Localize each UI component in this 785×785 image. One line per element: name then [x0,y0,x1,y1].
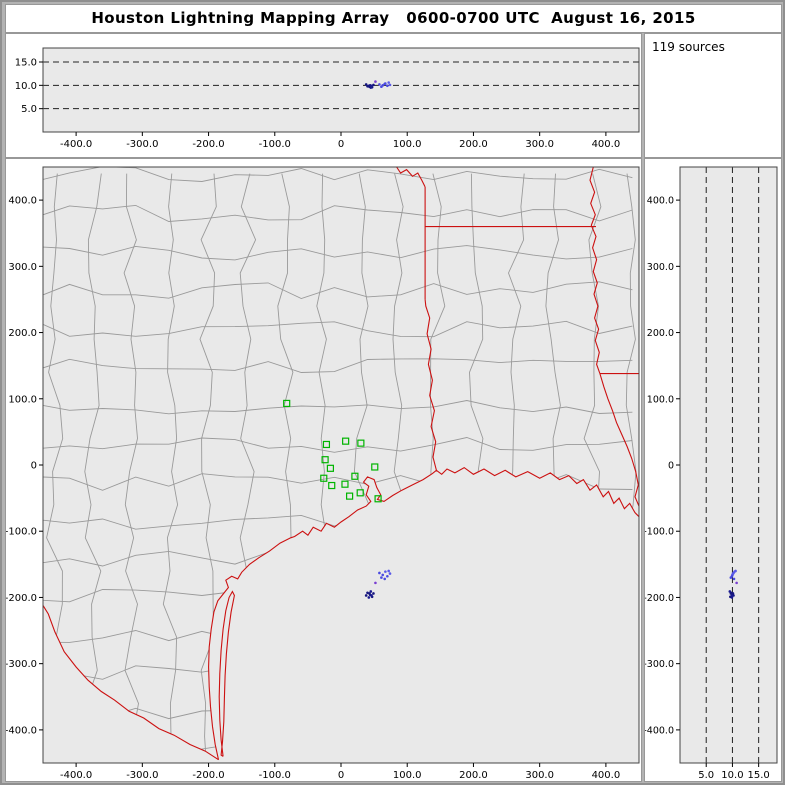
lma-station-marker [371,463,379,471]
lma-station-marker [357,439,365,447]
lma-station-marker [351,472,359,480]
plot-background [43,48,639,132]
x-tick-label: 200.0 [459,139,488,150]
lma-station-marker [320,474,328,482]
plan-view-map-plot: -400.0 -300.0 -200.0 -100.0 0 100.0 200.0 300.0… [6,166,640,781]
state-borders-layer [42,166,640,761]
lma-station-marker [374,495,382,503]
x-tick-label: 200.0 [459,770,488,781]
y-axis: 400.0 300.0 200.0 100.0 0 -100.0 -200.0 -300.0 -… [6,196,43,736]
y-tick-label: -300.0 [6,659,37,670]
y-axis: 15.0 10.0 5.0 [15,58,43,115]
y-tick-label: 200.0 [647,328,674,339]
y-tick-label: 0 [31,461,37,472]
x-tick-label: 100.0 [393,770,422,781]
x-tick-label: 0 [338,139,344,150]
y-tick-label: 400.0 [8,196,37,207]
sources-count-label: 119 sources [652,40,725,54]
x-tick-label: 300.0 [525,139,554,150]
x-tick-label: 400.0 [592,770,621,781]
lma-station-marker [321,456,329,464]
y-tick-label: 300.0 [8,262,37,273]
y-tick-label: -100.0 [645,527,674,538]
x-tick-label: -400.0 [60,139,92,150]
y-tick-label: -200.0 [6,593,37,604]
lma-station-marker [326,464,335,472]
x-tick-label: 100.0 [393,139,422,150]
y-tick-label: 10.0 [15,81,37,92]
y-tick-label: 200.0 [8,328,37,339]
x-axis: -400.0 -300.0 -200.0 -100.0 0 100.0 200.0 300.0… [60,763,620,781]
x-tick-label: -400.0 [60,770,92,781]
y-tick-label: 100.0 [8,394,37,405]
y-tick-label: 100.0 [647,394,674,405]
x-tick-label: -300.0 [126,139,158,150]
border-island [218,590,235,757]
border-miss_lower [599,373,640,507]
x-tick-label: 15.0 [748,770,770,781]
altitude-ew-plot: -400.0 -300.0 -200.0 -100.0 0 100.0 200.0 300.0… [15,47,640,150]
altitude-ew-panel: -400.0 -300.0 -200.0 -100.0 0 100.0 200.0 300.0… [5,33,642,158]
x-tick-label: 300.0 [525,770,554,781]
x-tick-label: -300.0 [126,770,158,781]
x-tick-label: -100.0 [259,770,291,781]
border-coast [208,466,640,760]
lma-station-marker [342,437,350,445]
y-tick-label: -400.0 [645,725,674,736]
sources-layer [364,569,392,599]
border-red_river [396,166,426,188]
border-mississippi [589,166,601,374]
stations-layer [283,399,382,503]
x-axis: 5.0 10.0 15.0 [698,763,770,781]
plot-background [680,167,777,763]
lma-station-marker [341,480,349,488]
x-tick-label: 5.0 [698,770,714,781]
border-sabine [424,299,437,471]
y-tick-label: -300.0 [645,659,674,670]
sources-layer [728,569,738,599]
lma-station-marker [283,399,291,408]
y-axis: 400.0 300.0 200.0 100.0 0 -100.0 -200.0 -300.0 -… [645,196,680,736]
y-tick-label: 5.0 [21,104,37,115]
y-tick-label: -400.0 [6,725,37,736]
y-tick-label: -200.0 [645,593,674,604]
y-tick-label: 15.0 [15,58,37,69]
altitude-ns-plot: 5.0 10.0 15.0 400.0 300.0 200.0 100.0 0 -100.0 -2… [645,166,778,781]
x-tick-label: 10.0 [721,770,743,781]
y-tick-label: 300.0 [647,262,674,273]
y-tick-label: -100.0 [6,527,37,538]
x-tick-label: -100.0 [259,139,291,150]
lma-station-marker [346,492,354,500]
border-rio_grande [42,605,219,761]
x-tick-label: -200.0 [192,139,224,150]
lma-station-marker [328,481,336,490]
lma-station-marker [356,489,364,497]
sources-layer [364,80,392,89]
altitude-ns-panel: 5.0 10.0 15.0 400.0 300.0 200.0 100.0 0 -100.0 -2… [644,158,782,782]
x-tick-label: -200.0 [192,770,224,781]
sources-count-panel: 119 sources [644,33,782,158]
page-title: Houston Lightning Mapping Array 0600-070… [5,4,782,33]
lma-station-marker [322,440,331,449]
y-tick-label: 400.0 [647,196,674,207]
x-tick-label: 400.0 [592,139,621,150]
plot-background [43,167,639,763]
y-tick-label: 0 [668,461,674,472]
x-axis: -400.0 -300.0 -200.0 -100.0 0 100.0 200.0 300.0… [60,132,620,150]
plan-view-map-panel: -400.0 -300.0 -200.0 -100.0 0 100.0 200.0 300.0… [5,158,642,782]
x-tick-label: 0 [338,770,344,781]
